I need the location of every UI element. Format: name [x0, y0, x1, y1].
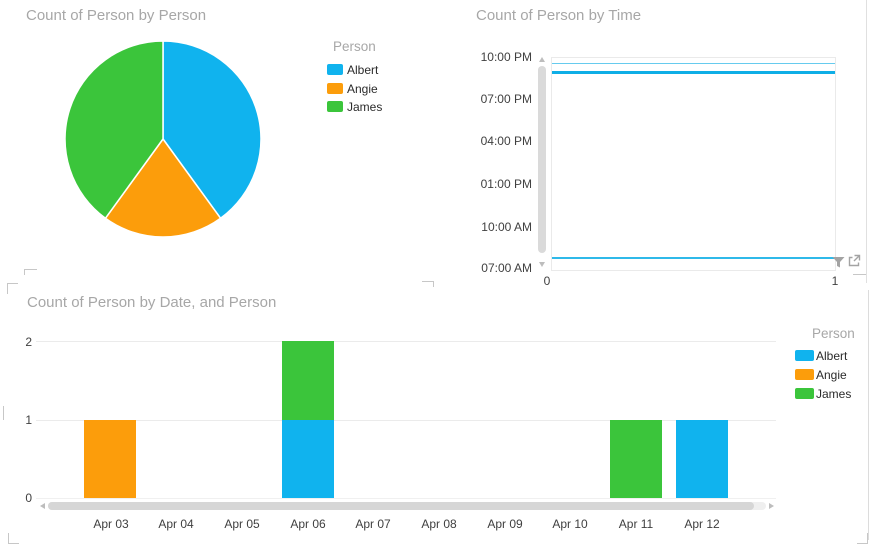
pie-legend-title: Person	[333, 39, 376, 54]
bar-x-tick: Apr 04	[158, 517, 194, 531]
pie-chart	[64, 40, 262, 238]
pie-slice-albert[interactable]	[162, 40, 262, 220]
bar-x-tick: Apr 03	[93, 517, 129, 531]
time-vertical-scrollbar[interactable]	[537, 57, 547, 267]
time-title: Count of Person by Time	[476, 7, 642, 24]
pie-legend-item-angie[interactable]: Angie	[327, 81, 378, 96]
time-x-tick: 1	[831, 274, 839, 288]
legend-swatch-james	[327, 101, 343, 112]
bar-visual: Count of Person by Date, and Person 2 1 …	[0, 283, 873, 553]
gridline-0	[36, 498, 776, 499]
bar-y-tick: 1	[25, 413, 32, 427]
bar-apr06-albert[interactable]	[282, 420, 334, 498]
bar-apr12-albert[interactable]	[676, 420, 728, 498]
time-y-tick: 10:00 PM	[480, 50, 532, 64]
bar-x-tick: Apr 05	[224, 517, 260, 531]
selection-handle[interactable]	[8, 543, 19, 544]
data-line-thin-top[interactable]	[552, 63, 835, 64]
bar-x-tick: Apr 06	[290, 517, 326, 531]
legend-swatch-albert	[327, 64, 343, 75]
scroll-left-arrow-icon[interactable]	[40, 503, 45, 509]
bar-x-tick: Apr 08	[421, 517, 457, 531]
bar-legend-title: Person	[812, 326, 855, 341]
scroll-right-arrow-icon[interactable]	[769, 503, 774, 509]
bar-legend-item-angie[interactable]: Angie	[795, 367, 847, 382]
legend-swatch-james	[795, 388, 814, 399]
bar-x-tick: Apr 12	[684, 517, 720, 531]
gridline-2	[36, 341, 776, 342]
bar-horizontal-scrollbar[interactable]	[40, 502, 774, 510]
bar-y-tick: 0	[25, 491, 32, 505]
scroll-down-arrow-icon[interactable]	[539, 262, 545, 267]
pie-slice-angie[interactable]	[104, 137, 222, 238]
gridline-1	[36, 420, 776, 421]
time-visual: Count of Person by Time 10:00 PM 07:00 P…	[436, 0, 873, 288]
bar-x-tick: Apr 11	[618, 517, 654, 531]
pie-legend-item-albert[interactable]: Albert	[327, 62, 379, 77]
selection-handle[interactable]	[422, 281, 434, 282]
pie-title: Count of Person by Person	[26, 7, 207, 24]
selection-handle[interactable]	[853, 274, 867, 275]
bar-apr11-james[interactable]	[610, 420, 662, 498]
selection-handle[interactable]	[24, 269, 25, 275]
filter-icon[interactable]	[832, 256, 845, 269]
data-line-thick[interactable]	[552, 71, 835, 74]
bar-y-tick: 2	[25, 335, 32, 349]
bar-x-tick: Apr 09	[487, 517, 523, 531]
legend-label: Albert	[816, 348, 848, 363]
selection-handle[interactable]	[867, 533, 868, 544]
legend-label: James	[816, 386, 852, 401]
popout-focus-icon[interactable]	[848, 254, 861, 267]
selection-handle[interactable]	[7, 283, 18, 284]
time-y-tick: 10:00 AM	[481, 220, 532, 234]
legend-label: Albert	[347, 62, 379, 77]
bar-apr03-angie[interactable]	[84, 420, 136, 498]
pie-slice-james[interactable]	[64, 40, 164, 220]
time-plot-area	[551, 57, 836, 271]
legend-label: Angie	[347, 81, 378, 96]
selection-handle[interactable]	[3, 406, 4, 420]
time-y-tick: 07:00 PM	[480, 92, 532, 106]
legend-swatch-albert	[795, 350, 814, 361]
selection-handle[interactable]	[857, 543, 868, 544]
selection-handle[interactable]	[8, 533, 9, 544]
scrollbar-thumb[interactable]	[538, 66, 546, 253]
legend-swatch-angie	[795, 369, 814, 380]
legend-label: James	[347, 99, 383, 114]
selection-handle[interactable]	[433, 281, 434, 287]
visual-edge-line	[866, 0, 867, 283]
bar-apr06-james[interactable]	[282, 341, 334, 420]
pie-visual: Count of Person by Person Person Albert …	[0, 0, 436, 283]
legend-swatch-angie	[327, 83, 343, 94]
bar-title: Count of Person by Date, and Person	[27, 294, 277, 311]
bar-x-tick: Apr 07	[355, 517, 391, 531]
bar-legend-item-albert[interactable]: Albert	[795, 348, 848, 363]
selection-handle[interactable]	[24, 269, 37, 270]
selection-handle[interactable]	[7, 283, 8, 294]
pie-legend-item-james[interactable]: James	[327, 99, 383, 114]
scroll-up-arrow-icon[interactable]	[539, 57, 545, 62]
time-y-tick: 07:00 AM	[481, 261, 532, 275]
time-y-tick: 04:00 PM	[480, 134, 532, 148]
time-y-tick: 01:00 PM	[480, 177, 532, 191]
legend-label: Angie	[816, 367, 847, 382]
visual-edge-line	[868, 290, 869, 540]
time-x-tick: 0	[543, 274, 551, 288]
data-line-bottom[interactable]	[552, 257, 835, 259]
scrollbar-thumb[interactable]	[48, 502, 754, 510]
bar-legend-item-james[interactable]: James	[795, 386, 852, 401]
bar-x-tick: Apr 10	[552, 517, 588, 531]
